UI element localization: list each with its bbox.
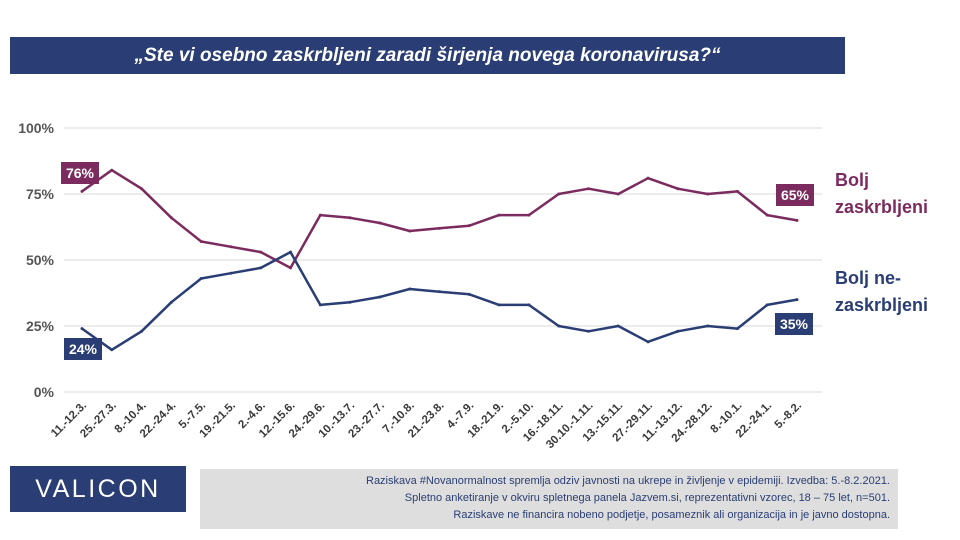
data-point	[140, 187, 144, 191]
end-label-box	[64, 338, 102, 360]
data-point	[646, 176, 650, 180]
y-tick-label: 75%	[26, 186, 55, 202]
data-point	[80, 189, 84, 193]
y-axis-ticks: 0% 25% 50% 75% 100%	[18, 120, 54, 400]
end-label: 35%	[775, 313, 813, 335]
chart-title: „Ste vi osebno zaskrbljeni zaradi širjen…	[10, 37, 845, 74]
data-point	[438, 226, 441, 230]
data-point	[467, 224, 471, 228]
data-point	[110, 168, 114, 172]
x-tick-label: 5.-8.2.	[773, 400, 805, 432]
data-point	[348, 216, 352, 220]
data-point	[706, 192, 710, 196]
data-point	[318, 303, 322, 307]
data-point	[765, 213, 769, 217]
footnote-line: Raziskava #Novanormalnost spremlja odziv…	[366, 475, 890, 487]
end-label: 24%	[64, 338, 102, 360]
series-line	[81, 168, 798, 270]
y-tick-label: 0%	[34, 384, 55, 400]
data-point	[527, 303, 531, 307]
data-point	[199, 276, 203, 280]
data-point	[259, 266, 263, 270]
end-label: 65%	[776, 184, 814, 206]
data-point	[289, 250, 293, 254]
legend-worried: Bolj zaskrbljeni	[835, 170, 929, 217]
data-point	[259, 250, 263, 254]
data-point	[348, 300, 352, 304]
data-point	[497, 303, 501, 307]
footnote-line: Raziskave ne financira nobeno podjetje, …	[453, 509, 890, 521]
data-point	[467, 292, 471, 296]
data-point	[438, 290, 441, 294]
data-point	[557, 324, 561, 328]
end-label-box	[775, 313, 813, 335]
end-labels: 76% 65% 24% 35%	[61, 162, 814, 360]
end-label-box	[61, 162, 99, 184]
y-tick-label: 25%	[26, 318, 55, 334]
data-point	[735, 189, 739, 193]
data-point	[80, 327, 84, 331]
y-tick-label: 100%	[18, 120, 54, 136]
series-line	[81, 250, 798, 352]
end-label-box	[776, 184, 814, 206]
data-point	[586, 187, 590, 191]
end-label-text: 76%	[66, 165, 95, 181]
data-point	[169, 300, 173, 304]
valicon-logo: VALICON	[10, 466, 186, 512]
end-label-text: 35%	[780, 316, 809, 332]
end-label: 76%	[61, 162, 99, 184]
footnote-line: Spletno anketiranje v okviru spletnega p…	[404, 492, 890, 504]
data-point	[527, 213, 531, 217]
data-point	[229, 245, 233, 249]
data-point	[646, 340, 650, 344]
legend-not-worried: Bolj ne-zaskrbljeni	[835, 268, 929, 315]
data-point	[557, 192, 561, 196]
footnote: Raziskava #Novanormalnost spremlja odziv…	[200, 469, 898, 529]
data-point	[378, 221, 382, 225]
data-point	[735, 327, 739, 331]
data-point	[140, 329, 144, 333]
end-label-text: 65%	[781, 187, 810, 203]
data-point	[616, 192, 620, 196]
data-point	[229, 271, 233, 275]
data-point	[378, 295, 382, 299]
series-lines	[80, 168, 799, 352]
data-point	[408, 287, 412, 291]
data-point	[676, 187, 680, 191]
data-point	[795, 218, 799, 222]
data-point	[795, 298, 799, 302]
gridlines	[64, 127, 822, 393]
data-point	[497, 213, 501, 217]
x-axis-ticks: 11.-12.3.25.-27.3.8.-10.4.22.-24.4.5.-7.…	[49, 400, 804, 451]
data-point	[199, 240, 203, 244]
data-point	[289, 266, 293, 270]
data-point	[169, 216, 173, 220]
data-point	[408, 229, 412, 233]
y-tick-label: 50%	[26, 252, 55, 268]
data-point	[318, 213, 322, 217]
data-point	[616, 324, 620, 328]
data-point	[586, 329, 590, 333]
data-point	[676, 329, 680, 333]
end-label-text: 24%	[69, 341, 98, 357]
data-point	[110, 348, 114, 352]
data-point	[706, 324, 710, 328]
data-point	[765, 303, 769, 307]
